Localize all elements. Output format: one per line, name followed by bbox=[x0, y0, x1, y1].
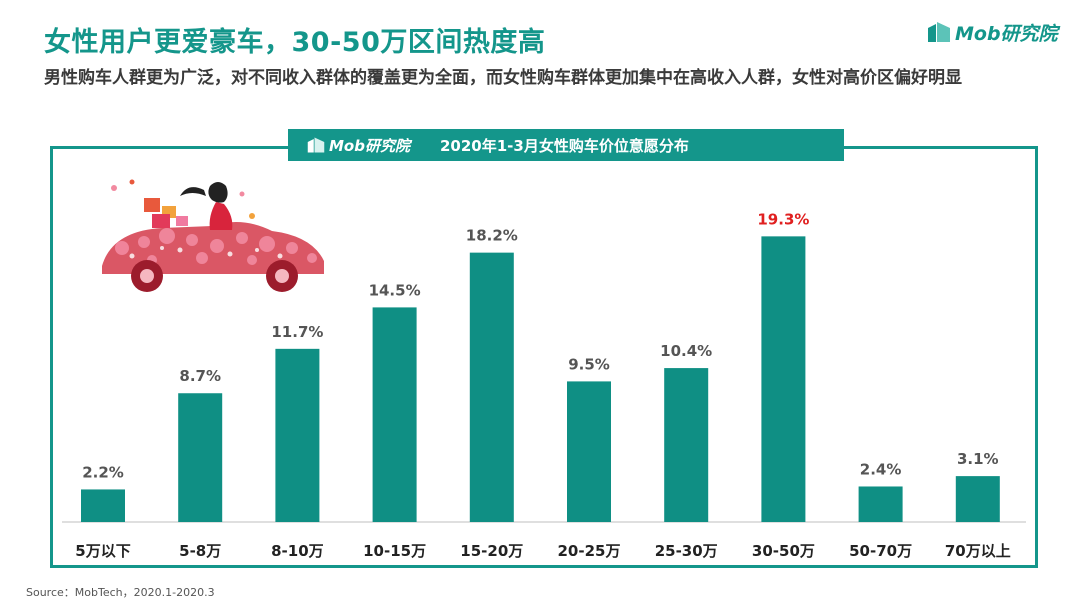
bar-4 bbox=[469, 252, 514, 522]
bar-2 bbox=[275, 348, 320, 522]
category-label-2: 8-10万 bbox=[271, 542, 324, 560]
source-note: Source：MobTech，2020.1-2020.3 bbox=[26, 586, 215, 599]
category-label-3: 10-15万 bbox=[363, 542, 426, 560]
page-title: 女性用户更爱豪车，30-50万区间热度高 bbox=[44, 27, 546, 58]
category-label-8: 50-70万 bbox=[849, 542, 912, 560]
data-label-2: 11.7% bbox=[271, 323, 323, 341]
mob-logo-icon bbox=[928, 22, 950, 42]
page-subtitle: 男性购车人群更为广泛，对不同收入群体的覆盖更为全面，而女性购车群体更加集中在高收… bbox=[44, 68, 962, 88]
chart-header-logo: Mob研究院 bbox=[306, 135, 410, 156]
category-label-4: 15-20万 bbox=[460, 542, 523, 560]
chart-header-logo-text: Mob研究院 bbox=[329, 136, 410, 155]
data-label-1: 8.7% bbox=[179, 367, 221, 385]
bar-6 bbox=[664, 368, 709, 522]
chart-header: Mob研究院 2020年1-3月女性购车价位意愿分布 bbox=[288, 129, 844, 161]
data-label-5: 9.5% bbox=[568, 355, 610, 373]
data-label-7: 19.3% bbox=[757, 210, 809, 228]
woman-in-flower-car-illustration bbox=[102, 179, 324, 292]
category-label-5: 20-25万 bbox=[558, 542, 621, 560]
category-label-9: 70万以上 bbox=[945, 542, 1011, 560]
bar-8 bbox=[858, 486, 903, 522]
data-label-0: 2.2% bbox=[82, 463, 124, 481]
mob-logo-icon bbox=[307, 137, 325, 153]
category-label-0: 5万以下 bbox=[75, 542, 130, 560]
data-label-8: 2.4% bbox=[860, 460, 902, 478]
chart-title: 2020年1-3月女性购车价位意愿分布 bbox=[439, 136, 689, 155]
data-label-3: 14.5% bbox=[369, 281, 421, 299]
bar-5 bbox=[567, 381, 611, 522]
bar-1 bbox=[178, 393, 223, 522]
category-label-6: 25-30万 bbox=[655, 542, 718, 560]
data-label-6: 10.4% bbox=[660, 342, 712, 360]
data-label-4: 18.2% bbox=[466, 227, 518, 245]
bar-7 bbox=[761, 236, 806, 523]
bar-3 bbox=[372, 307, 417, 522]
data-label-9: 3.1% bbox=[957, 450, 999, 468]
logo-text: Mob研究院 bbox=[955, 22, 1058, 45]
category-label-7: 30-50万 bbox=[752, 542, 815, 560]
bar-0 bbox=[81, 489, 125, 522]
mob-logo: Mob研究院 bbox=[926, 18, 1058, 46]
bar-9 bbox=[955, 476, 1000, 522]
category-label-1: 5-8万 bbox=[179, 542, 221, 560]
